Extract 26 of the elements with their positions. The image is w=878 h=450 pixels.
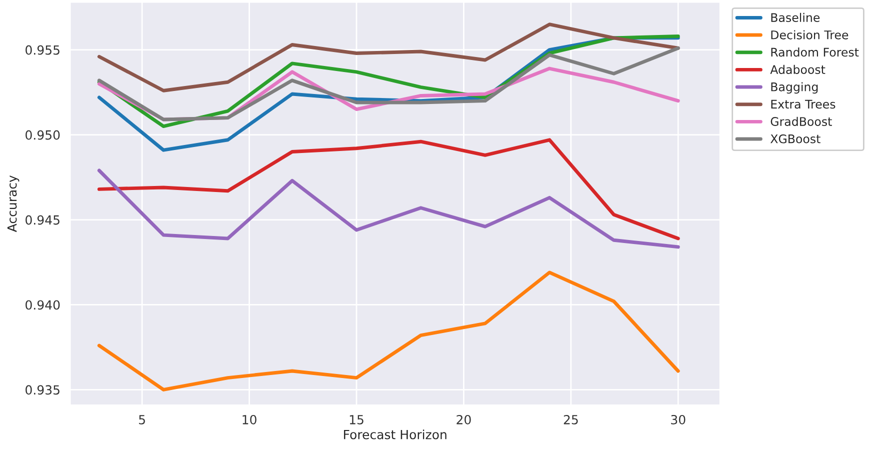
line-series xyxy=(97,46,680,122)
y-axis-title: Accuracy xyxy=(7,175,20,232)
x-tick-label: 30 xyxy=(671,414,686,424)
legend-label: Extra Trees xyxy=(771,100,836,109)
x-tick-label: 15 xyxy=(350,415,364,424)
x-tick-label: 25 xyxy=(564,414,578,424)
x-tick-label: 10 xyxy=(242,414,256,424)
y-tick-label: 0.940 xyxy=(26,300,60,310)
line-series xyxy=(97,168,680,249)
legend-label: Random Forest xyxy=(771,48,859,57)
legend-label: XGBoost xyxy=(770,134,820,144)
x-tick-label: 5 xyxy=(139,415,145,424)
x-tick-label: 20 xyxy=(456,414,471,424)
y-tick-label: 0.955 xyxy=(26,45,60,55)
line-series xyxy=(97,138,680,240)
y-tick-label: 0.945 xyxy=(26,215,60,225)
line-series xyxy=(97,22,680,92)
x-axis-title: Forecast Horizon xyxy=(344,430,446,440)
legend-label: Baseline xyxy=(771,12,820,22)
line-series xyxy=(97,270,680,392)
legend-label: Bagging xyxy=(771,82,818,94)
legend-label: Adaboost xyxy=(770,64,826,74)
legend-label: Decision Tree xyxy=(771,30,848,40)
y-tick-label: 0.935 xyxy=(26,385,60,395)
y-tick-label: 0.950 xyxy=(26,130,60,140)
legend-label: GradBoost xyxy=(770,116,832,126)
